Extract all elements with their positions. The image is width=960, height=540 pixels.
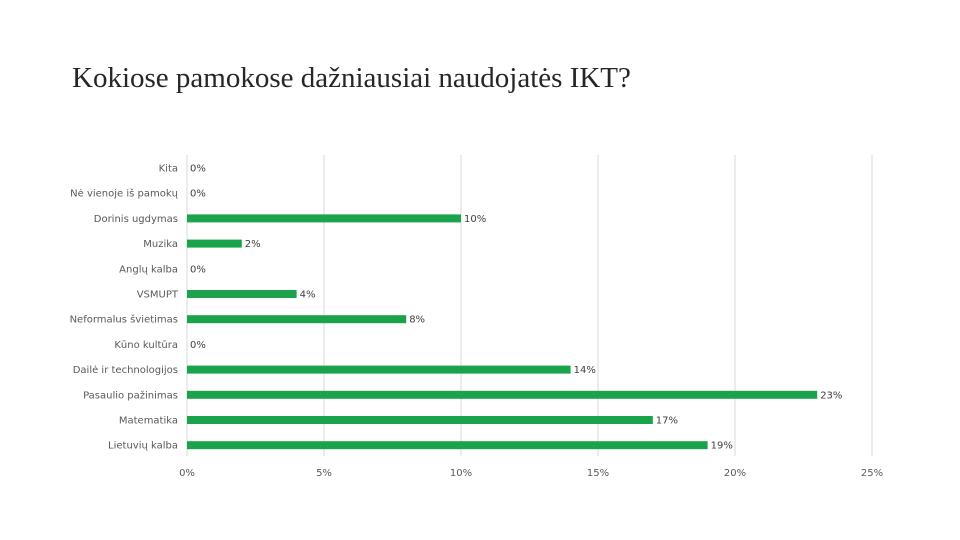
bar [187,315,407,324]
data-label: 0% [190,340,206,351]
data-label: 2% [245,239,261,250]
x-tick-label: 25% [861,468,883,479]
data-label: 0% [190,264,206,275]
data-label: 0% [190,189,206,200]
bar [187,390,818,399]
bar [187,290,297,298]
gridlines [186,155,873,456]
bar [187,214,461,223]
x-tick-label: 20% [724,468,746,479]
category-label: Muzika [143,239,178,250]
data-label: 0% [190,164,206,175]
category-label: Nė vienoje iš pamokų [70,188,179,200]
bar [187,239,242,248]
data-label: 10% [464,214,486,225]
category-label: Dorinis ugdymas [94,214,178,225]
category-label: Anglų kalba [119,264,178,275]
category-label: Dailė ir technologijos [73,365,178,376]
category-label: Lietuvių kalba [108,441,178,452]
data-label: 14% [574,365,596,376]
x-tick-label: 10% [450,468,472,479]
bar [187,416,653,424]
data-label: 4% [300,290,316,301]
x-tick-label: 15% [587,468,609,479]
category-label: Neformalus švietimas [70,314,178,326]
category-label: VSMUPT [137,290,179,301]
data-label: 8% [409,315,425,326]
x-tick-label: 0% [179,468,195,479]
slide-title: Kokiose pamokose dažniausiai naudojatės … [72,62,631,94]
category-label: Kita [159,164,178,175]
x-tick-label: 5% [316,468,332,479]
bar [187,365,571,374]
data-label: 17% [656,416,678,427]
category-label: Kūno kultūra [114,340,178,351]
data-label: 19% [711,441,733,452]
data-label: 23% [820,390,842,401]
bar [187,441,708,450]
x-axis-ticks: 0% 5% 10% 15% 20% 25% [179,468,883,479]
category-label: Pasaulio pažinimas [83,389,178,401]
bars: Kita 0% Nė vienoje iš pamokų 0% Dorinis ugdy… [70,164,843,452]
category-label: Matematika [119,416,178,427]
